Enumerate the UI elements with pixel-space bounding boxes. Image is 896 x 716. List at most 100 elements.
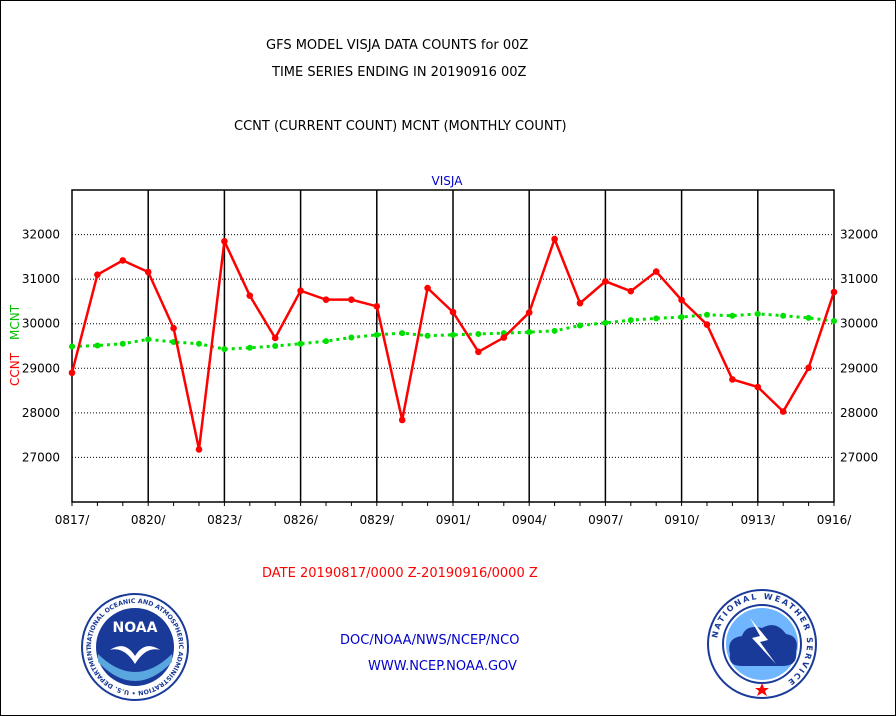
point-mcnt bbox=[272, 343, 279, 349]
point-mcnt bbox=[805, 314, 812, 321]
y-tick-label-right: 32000 bbox=[840, 228, 878, 242]
nws-logo: NATIONAL WEATHER SERVICE bbox=[707, 589, 817, 699]
point-mcnt bbox=[246, 344, 253, 351]
point-ccnt bbox=[627, 287, 635, 295]
grid bbox=[72, 190, 834, 502]
chart-subtitle: CCNT (CURRENT COUNT) MCNT (MONTHLY COUNT… bbox=[234, 119, 567, 134]
y-tick-label-right: 31000 bbox=[840, 272, 878, 286]
panel-label-visja: VISJA bbox=[432, 174, 464, 188]
noaa-logo: NOAA NATIONAL OCEANIC AND ATMOSPHERIC AD… bbox=[80, 592, 189, 701]
point-mcnt bbox=[831, 318, 837, 325]
point-ccnt bbox=[652, 268, 660, 275]
x-tick-label: 0817/ bbox=[55, 513, 91, 527]
x-tick-label: 0907/ bbox=[588, 513, 624, 527]
y-tick-label-left: 29000 bbox=[22, 361, 60, 375]
website-link[interactable]: WWW.NCEP.NOAA.GOV bbox=[368, 659, 517, 674]
point-mcnt bbox=[221, 346, 228, 353]
point-ccnt bbox=[297, 287, 304, 295]
y-tick-label-left: 28000 bbox=[22, 406, 60, 420]
point-mcnt bbox=[323, 338, 329, 345]
point-ccnt bbox=[703, 321, 711, 328]
point-ccnt bbox=[576, 299, 584, 307]
point-ccnt bbox=[271, 334, 279, 342]
point-mcnt bbox=[704, 311, 710, 318]
date-range-label: DATE 20190817/0000 Z-20190916/0000 Z bbox=[262, 566, 538, 581]
noaa-logo-text: NOAA bbox=[113, 620, 158, 636]
y-axis-ticks: 27000 27000 28000 28000 29000 29000 30000 30000… bbox=[22, 228, 878, 465]
chart-title-line1: GFS MODEL VISJA DATA COUNTS for 00Z bbox=[266, 38, 529, 53]
point-ccnt bbox=[830, 288, 838, 296]
point-mcnt bbox=[653, 315, 660, 322]
point-ccnt bbox=[551, 235, 558, 243]
point-ccnt bbox=[170, 324, 177, 332]
point-mcnt bbox=[94, 342, 101, 349]
point-ccnt bbox=[525, 309, 533, 316]
point-mcnt bbox=[678, 314, 685, 321]
point-ccnt bbox=[475, 348, 482, 356]
point-ccnt bbox=[195, 446, 203, 453]
point-mcnt bbox=[399, 330, 406, 337]
point-ccnt bbox=[805, 364, 812, 372]
point-mcnt bbox=[754, 310, 761, 317]
point-ccnt bbox=[119, 257, 127, 264]
point-ccnt bbox=[500, 334, 508, 341]
point-mcnt bbox=[475, 330, 482, 337]
point-mcnt bbox=[145, 336, 152, 343]
point-ccnt bbox=[779, 408, 787, 415]
y-tick-label-left: 27000 bbox=[22, 450, 60, 464]
point-mcnt bbox=[551, 327, 558, 334]
y-tick-label-left: 30000 bbox=[22, 317, 60, 331]
point-mcnt bbox=[577, 322, 583, 329]
point-ccnt bbox=[373, 303, 381, 310]
x-tick-label: 0916/ bbox=[817, 513, 853, 527]
point-ccnt bbox=[322, 296, 330, 303]
point-mcnt bbox=[450, 331, 456, 338]
x-tick-label: 0826/ bbox=[283, 513, 319, 527]
point-ccnt bbox=[678, 296, 685, 304]
point-ccnt bbox=[424, 284, 431, 292]
y-tick-label-right: 28000 bbox=[840, 406, 878, 420]
y-tick-label-right: 29000 bbox=[840, 361, 878, 375]
point-ccnt bbox=[729, 376, 736, 383]
x-tick-label: 0913/ bbox=[741, 513, 777, 527]
point-mcnt bbox=[424, 332, 431, 339]
point-mcnt bbox=[69, 343, 75, 350]
y-axis-label-mcnt: MCNT bbox=[8, 304, 22, 340]
x-tick-label: 0823/ bbox=[207, 513, 243, 527]
point-mcnt bbox=[627, 317, 634, 324]
point-ccnt bbox=[144, 268, 152, 276]
x-tick-label: 0901/ bbox=[436, 513, 472, 527]
point-ccnt bbox=[94, 271, 101, 278]
point-ccnt bbox=[449, 308, 457, 316]
x-tick-label: 0829/ bbox=[360, 513, 396, 527]
point-mcnt bbox=[602, 319, 609, 326]
star-icon bbox=[755, 683, 769, 696]
x-tick-label: 0910/ bbox=[664, 513, 700, 527]
chart-title-line2: TIME SERIES ENDING IN 20190916 00Z bbox=[272, 65, 527, 80]
point-mcnt bbox=[348, 334, 355, 341]
point-ccnt bbox=[754, 383, 762, 391]
x-tick-label: 0820/ bbox=[131, 513, 167, 527]
point-ccnt bbox=[68, 369, 76, 377]
y-tick-label-right: 30000 bbox=[840, 317, 878, 331]
point-ccnt bbox=[602, 278, 609, 285]
point-ccnt bbox=[246, 292, 254, 299]
x-axis-ticks: 0817/0820/0823/0826/0829/0901/0904/0907/… bbox=[55, 502, 853, 527]
y-axis-label-ccnt: CCNT bbox=[8, 352, 22, 386]
point-mcnt bbox=[297, 340, 304, 347]
point-ccnt bbox=[398, 416, 406, 424]
y-tick-label-left: 31000 bbox=[22, 272, 60, 286]
x-tick-label: 0904/ bbox=[512, 513, 548, 527]
point-mcnt bbox=[373, 331, 380, 338]
series bbox=[68, 235, 838, 453]
point-mcnt bbox=[526, 329, 533, 336]
point-mcnt bbox=[729, 312, 736, 319]
point-mcnt bbox=[119, 340, 126, 347]
point-ccnt bbox=[221, 237, 228, 245]
org-label: DOC/NOAA/NWS/NCEP/NCO bbox=[340, 633, 520, 648]
point-mcnt bbox=[780, 312, 787, 319]
y-tick-label-left: 32000 bbox=[22, 228, 60, 242]
point-mcnt bbox=[196, 340, 202, 347]
point-ccnt bbox=[348, 296, 355, 303]
